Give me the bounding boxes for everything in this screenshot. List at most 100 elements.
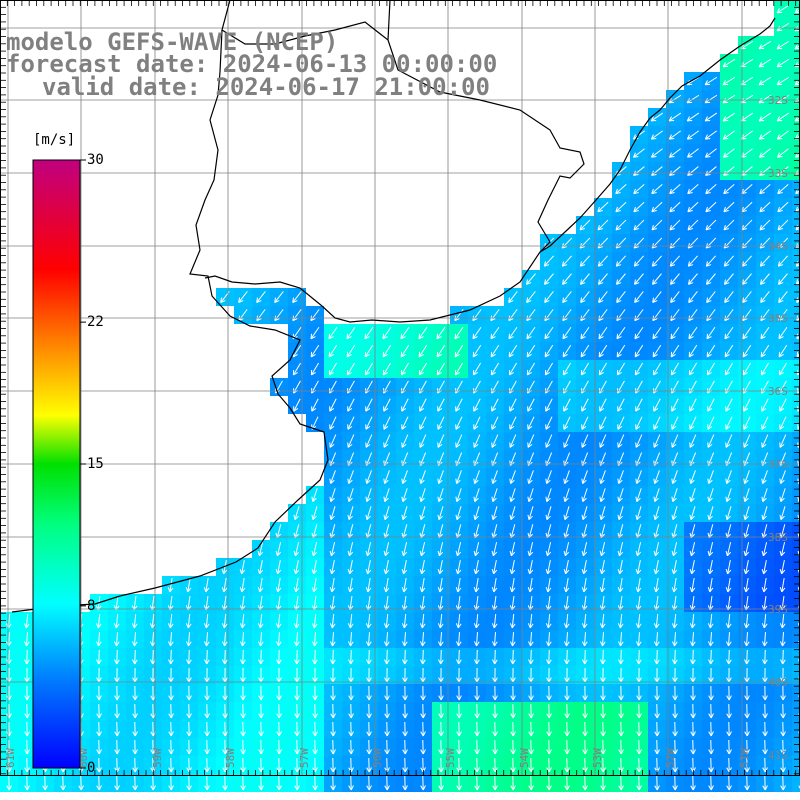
wind-arrow: [635, 470, 642, 484]
wind-arrow: [670, 291, 680, 303]
wind-arrow: [96, 667, 102, 683]
field-cell: [792, 540, 800, 558]
wind-arrow: [652, 273, 662, 285]
wind-arrow: [509, 488, 516, 503]
wind-arrow: [527, 488, 534, 503]
wind-arrow: [438, 667, 444, 683]
colorbar-unit-label: [m/s]: [33, 132, 76, 148]
wind-arrow: [258, 721, 264, 737]
wind-arrow: [761, 560, 768, 575]
wind-arrow: [329, 488, 336, 503]
wind-arrow: [402, 685, 408, 701]
wind-arrow: [492, 757, 498, 773]
wind-arrow: [275, 560, 282, 575]
wind-arrow: [544, 344, 554, 358]
wind-arrow: [222, 757, 228, 773]
wind-arrow: [348, 739, 354, 755]
wind-arrow: [402, 667, 408, 683]
wind-arrow: [311, 398, 319, 412]
wind-arrow: [491, 398, 499, 412]
wind-arrow: [456, 667, 462, 683]
wind-arrow: [759, 255, 771, 267]
wind-arrow: [777, 184, 789, 195]
wind-arrow: [492, 739, 498, 755]
wind-arrow: [492, 667, 498, 683]
field-cell: [792, 306, 800, 324]
wind-arrow: [708, 649, 714, 665]
wind-arrow: [510, 757, 516, 773]
wind-arrow: [456, 649, 462, 665]
wind-arrow: [796, 297, 800, 303]
wind-arrow: [761, 416, 769, 430]
wind-arrow: [383, 613, 390, 629]
wind-arrow: [636, 685, 642, 701]
wind-arrow: [722, 94, 736, 104]
wind-arrow: [598, 362, 608, 376]
wind-arrow: [221, 578, 228, 593]
wind-arrow: [509, 631, 516, 647]
wind-arrow: [778, 344, 788, 358]
wind-arrow: [780, 685, 786, 701]
field-cell: [792, 234, 800, 252]
wind-arrow: [582, 649, 588, 665]
wind-arrow: [669, 184, 681, 195]
wind-arrow: [690, 739, 696, 755]
wind-arrow: [760, 362, 770, 376]
wind-arrow: [726, 739, 732, 755]
wind-arrow: [329, 434, 337, 448]
wind-arrow: [742, 273, 752, 285]
wind-arrow: [401, 416, 409, 430]
wind-arrow: [650, 148, 663, 158]
wind-arrow: [653, 488, 660, 503]
wind-arrow: [365, 613, 372, 629]
wind-arrow: [545, 578, 552, 593]
wind-arrow: [131, 631, 138, 647]
field-cell: [792, 288, 800, 306]
wind-arrow: [758, 148, 771, 158]
wind-arrow: [689, 398, 697, 412]
wind-arrow: [366, 685, 372, 701]
wind-arrow: [310, 362, 320, 376]
wind-arrow: [651, 219, 663, 231]
wind-arrow: [96, 721, 102, 737]
wind-arrow: [779, 488, 786, 503]
wind-arrow: [418, 326, 428, 340]
wind-arrow: [186, 649, 192, 665]
wind-arrow: [400, 326, 410, 340]
wind-arrow: [78, 775, 84, 791]
wind-arrow: [725, 488, 732, 503]
wind-arrow: [563, 631, 570, 647]
wind-arrow: [726, 685, 732, 701]
wind-arrow: [401, 488, 408, 503]
wind-arrow: [636, 757, 642, 773]
wind-arrow: [330, 721, 336, 737]
wind-arrow: [723, 219, 735, 231]
wind-arrow: [722, 148, 735, 158]
wind-arrow: [760, 273, 770, 285]
wind-arrow: [365, 470, 372, 484]
wind-arrow: [599, 470, 606, 484]
wind-arrow: [743, 506, 750, 521]
wind-arrow: [454, 362, 464, 376]
wind-arrow: [743, 560, 750, 575]
wind-arrow: [437, 398, 445, 412]
wind-arrow: [437, 613, 444, 629]
wind-arrow: [329, 470, 336, 484]
wind-arrow: [780, 649, 786, 665]
wind-arrow: [654, 703, 660, 719]
wind-arrow: [743, 398, 751, 412]
wind-arrow: [472, 344, 482, 358]
wind-arrow: [726, 703, 732, 719]
wind-arrow: [419, 470, 426, 484]
wind-arrow: [689, 434, 697, 448]
wind-arrow: [436, 326, 446, 340]
wind-arrow: [618, 667, 624, 683]
wind-arrow: [455, 416, 463, 430]
wind-arrow: [579, 255, 591, 267]
wind-arrow: [744, 703, 750, 719]
colorbar-tick-label: 0: [87, 760, 96, 776]
wind-arrow: [726, 721, 732, 737]
wind-arrow: [186, 721, 192, 737]
field-cell: [792, 612, 800, 630]
wind-arrow: [382, 326, 392, 340]
